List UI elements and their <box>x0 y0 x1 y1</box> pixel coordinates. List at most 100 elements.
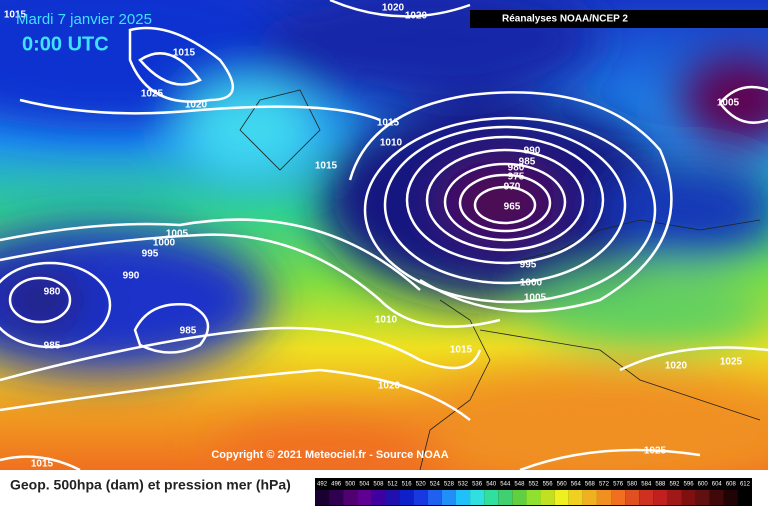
scale-label: 596 <box>684 482 695 488</box>
scale-swatch <box>470 490 485 505</box>
isobar-label: 1015 <box>31 459 54 470</box>
scale-swatch <box>681 490 696 505</box>
copyright: Copyright © 2021 Meteociel.fr - Source N… <box>211 449 448 461</box>
scale-swatch <box>427 490 442 505</box>
scale-label: 536 <box>472 482 483 488</box>
scale-swatch <box>568 490 583 505</box>
scale-swatch <box>723 490 738 505</box>
scale-swatch <box>596 490 612 505</box>
scale-label: 544 <box>500 482 511 488</box>
scale-swatch <box>554 490 569 505</box>
scale-label: 588 <box>655 482 666 488</box>
scale-label: 532 <box>458 482 469 488</box>
scale-label: 568 <box>585 482 596 488</box>
isobar-label: 1005 <box>717 98 740 109</box>
scale-label: 548 <box>514 482 525 488</box>
isobar-label: 1015 <box>4 10 27 21</box>
scale-swatch <box>371 490 386 505</box>
date: Mardi 7 janvier 2025 <box>16 11 152 28</box>
scale-swatch <box>413 490 428 505</box>
scale-swatch <box>455 490 471 505</box>
isobar-label: 1015 <box>377 118 400 129</box>
scale-label: 612 <box>740 482 751 488</box>
scale-label: 512 <box>388 482 399 488</box>
time: 0:00 UTC <box>22 33 109 55</box>
source-box <box>470 10 768 28</box>
scale-label: 524 <box>430 482 441 488</box>
scale-label: 560 <box>557 482 568 488</box>
scale-swatch <box>653 490 668 505</box>
isobar-label: 970 <box>504 182 521 193</box>
isobar-label: 975 <box>508 172 525 183</box>
scale-swatch <box>441 490 456 505</box>
scale-swatch <box>582 490 597 505</box>
isobar-label: 1020 <box>405 11 428 22</box>
scale-label: 572 <box>599 482 610 488</box>
isobar-label: 1005 <box>524 293 547 304</box>
isobar-label: 1025 <box>644 446 667 457</box>
legend-text: Geop. 500hpa (dam) et pression mer (hPa) <box>10 477 291 493</box>
color-scale: 492 496 500 504 508 512 516 520 524 528 532 536 540 5… <box>315 478 752 506</box>
scale-label: 552 <box>528 482 539 488</box>
isobar-label: 985 <box>180 326 197 337</box>
scale-label: 500 <box>345 482 356 488</box>
scale-label: 604 <box>712 482 723 488</box>
scale-swatch <box>343 490 358 505</box>
scale-swatch <box>329 490 344 505</box>
isobar-label: 985 <box>519 157 536 168</box>
scale-label: 528 <box>444 482 455 488</box>
scale-label: 516 <box>402 482 413 488</box>
isobar-label: 1010 <box>375 315 398 326</box>
isobar-label: 1015 <box>315 161 338 172</box>
isobar-label: 965 <box>504 202 521 213</box>
scale-label: 584 <box>641 482 652 488</box>
scale-swatch <box>484 490 499 505</box>
scale-swatch <box>639 490 654 505</box>
scale-swatch <box>357 490 372 505</box>
scale-swatch <box>611 490 626 505</box>
scale-swatch <box>625 490 640 505</box>
isobar-label: 1000 <box>520 278 543 289</box>
isobar-label: 1015 <box>450 345 473 356</box>
scale-swatch <box>667 490 682 505</box>
scale-label: 508 <box>373 482 384 488</box>
isobar-label: 1020 <box>382 3 405 14</box>
scale-label: 564 <box>571 482 582 488</box>
scale-label: 592 <box>669 482 680 488</box>
isobar-label: 1010 <box>380 138 403 149</box>
isobar-label: 1025 <box>141 89 164 100</box>
scale-label: 496 <box>331 482 342 488</box>
scale-label: 492 <box>317 482 328 488</box>
isobar-label: 1020 <box>665 361 688 372</box>
scale-swatch <box>737 490 752 505</box>
scale-swatch <box>695 490 710 505</box>
map-field <box>0 0 768 470</box>
isobar-label: 995 <box>520 260 537 271</box>
isobar-label: 1020 <box>185 100 208 111</box>
isobar-label: 990 <box>123 271 140 282</box>
isobar-label: 1025 <box>720 357 743 368</box>
isobar-label: 985 <box>44 341 61 352</box>
scale-swatch <box>540 490 555 505</box>
scale-label: 576 <box>613 482 624 488</box>
scale-swatch <box>512 490 527 505</box>
isobar-label: 990 <box>524 146 541 157</box>
scale-label: 504 <box>359 482 370 488</box>
isobar-label: 1020 <box>378 381 401 392</box>
scale-label: 556 <box>543 482 554 488</box>
isobar-label: 1005 <box>166 229 189 240</box>
scale-swatch <box>385 490 400 505</box>
scale-label: 580 <box>627 482 638 488</box>
isobar-label: 1015 <box>173 48 196 59</box>
scale-swatch <box>315 490 330 505</box>
scale-swatch <box>526 490 541 505</box>
isobar-label: 995 <box>142 249 159 260</box>
scale-swatch <box>399 490 414 505</box>
isobars <box>0 0 768 470</box>
scale-swatch <box>498 490 513 505</box>
scale-label: 540 <box>486 482 497 488</box>
scale-label: 520 <box>416 482 427 488</box>
isobar-label: 980 <box>508 163 525 174</box>
